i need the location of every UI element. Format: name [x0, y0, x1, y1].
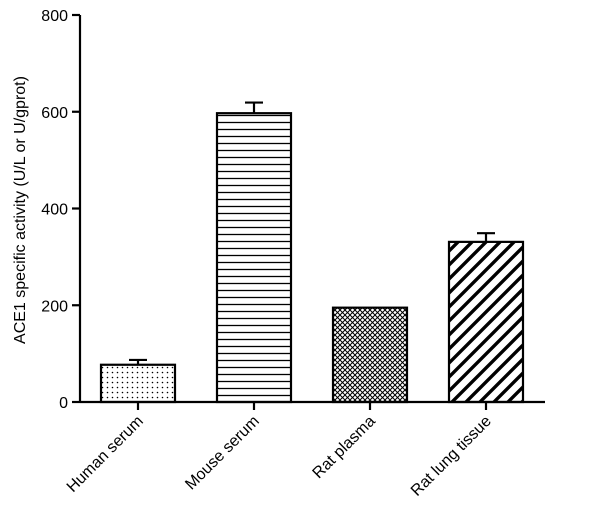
y-axis: 0 200 400 600 800 — [41, 8, 82, 412]
bar-group — [447, 232, 525, 404]
y-tick-label: 0 — [59, 395, 68, 412]
x-category-label: Human serum — [64, 413, 147, 496]
bar-group — [99, 358, 177, 404]
y-axis-title: ACE1 specific activity (U/L or U/gprot) — [12, 76, 29, 344]
bar — [215, 112, 293, 404]
x-category-label: Mouse serum — [182, 413, 263, 494]
bar-group — [331, 306, 409, 404]
bar — [447, 240, 525, 404]
y-tick-label: 200 — [41, 298, 68, 315]
bar — [99, 363, 177, 404]
y-tick-label: 800 — [41, 8, 68, 25]
x-category-label: Rat lung tissue — [408, 413, 495, 500]
bars — [99, 101, 525, 404]
y-tick-label: 400 — [41, 202, 68, 219]
x-axis: Human serum Mouse serum Rat plasma Rat lung… — [64, 400, 545, 500]
bar — [331, 306, 409, 404]
y-tick-label: 600 — [41, 105, 68, 122]
x-category-label: Rat plasma — [310, 413, 379, 482]
bar-group — [215, 101, 293, 404]
